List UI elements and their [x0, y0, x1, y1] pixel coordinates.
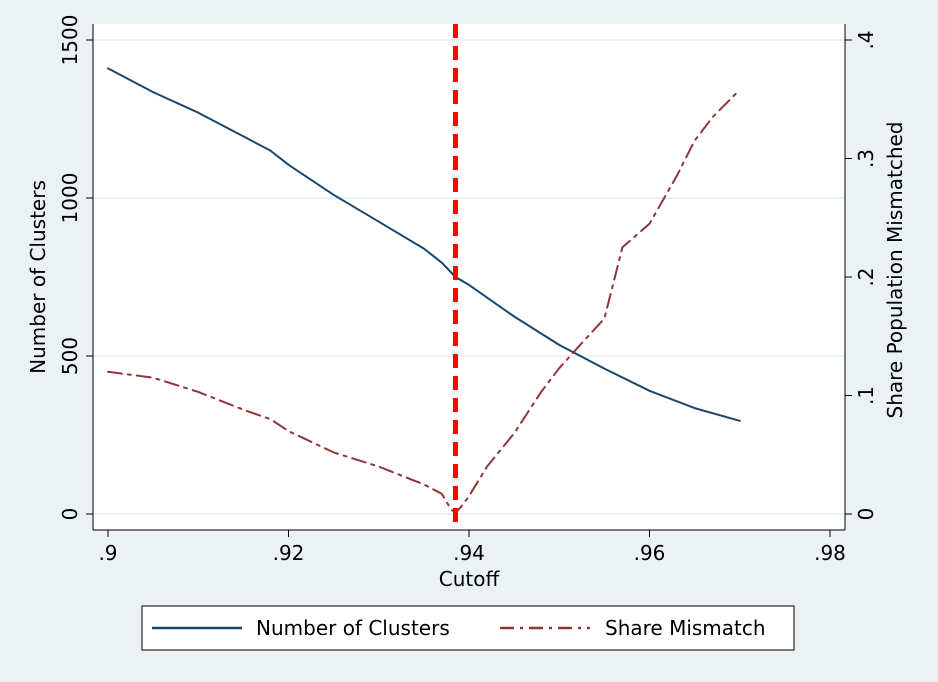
legend-label-share-mismatch: Share Mismatch	[605, 616, 766, 640]
x-tick-label: .98	[814, 541, 846, 565]
y-right-tick-label: 0	[854, 508, 878, 521]
series-line-share-mismatch	[107, 88, 741, 514]
legend-box	[141, 605, 795, 651]
y-left-tick-label: 1500	[58, 15, 82, 66]
y-left-tick-label: 500	[58, 337, 82, 375]
x-tick-label: .9	[98, 541, 117, 565]
axes: .9 .92 .94 .96 .98 0 500 1000 1500 0 .1 .2 .3 .4	[58, 15, 878, 565]
gridlines	[93, 39, 845, 515]
plot-region	[93, 24, 845, 530]
x-tick-label: .92	[273, 541, 305, 565]
y-right-tick-label: .3	[854, 149, 878, 168]
series-layer	[107, 67, 741, 514]
x-tick-label: .94	[453, 541, 485, 565]
legend-label-number-of-clusters: Number of Clusters	[256, 616, 450, 640]
y-left-tick-label: 0	[58, 508, 82, 521]
x-tick-label: .96	[634, 541, 666, 565]
legend: Number of Clusters Share Mismatch	[141, 605, 795, 651]
y-right-tick-label: .2	[854, 267, 878, 286]
y-right-tick-label: .1	[854, 386, 878, 405]
y-axis-right-label: Share Population Mismatched	[883, 122, 907, 419]
y-axis-left-label: Number of Clusters	[26, 180, 50, 374]
y-right-tick-label: .4	[854, 30, 878, 49]
x-axis-label: Cutoff	[439, 567, 501, 591]
y-left-tick-label: 1000	[58, 173, 82, 224]
series-line-number-of-clusters	[107, 67, 741, 422]
